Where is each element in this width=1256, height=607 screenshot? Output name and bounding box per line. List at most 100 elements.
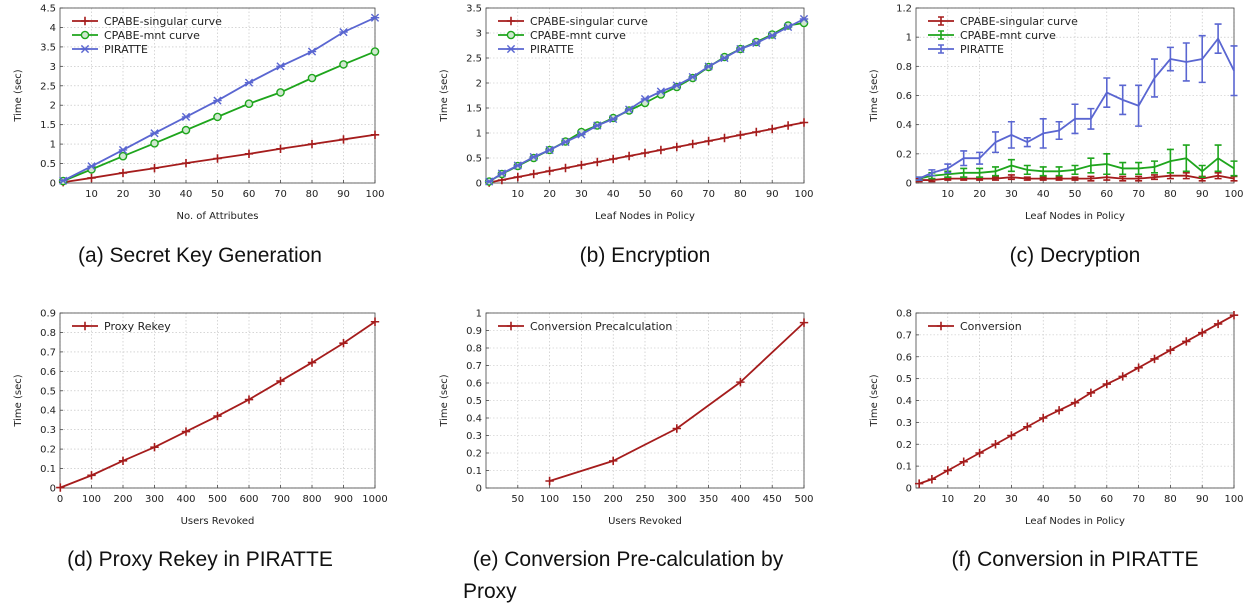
x-tick-label: 70: [1132, 494, 1145, 505]
y-tick-label: 0.4: [896, 396, 912, 407]
x-tick-label: 50: [1069, 494, 1082, 505]
legend-label: PIRATTE: [960, 43, 1004, 56]
data-point: [1166, 346, 1174, 354]
y-tick-label: 2.5: [40, 81, 56, 92]
x-tick-label: 100: [540, 494, 559, 505]
data-point: [800, 118, 808, 126]
x-tick-label: 100: [1224, 494, 1243, 505]
data-point: [1007, 431, 1015, 439]
error-bar: [1024, 138, 1031, 147]
data-point: [214, 113, 221, 120]
y-tick-label: 0.7: [40, 347, 56, 358]
data-point: [960, 458, 968, 466]
data-point: [689, 140, 697, 148]
y-axis-label: Time (sec): [439, 69, 450, 122]
data-point: [545, 477, 553, 485]
y-tick-label: 2: [476, 79, 482, 90]
y-tick-label: 0.8: [896, 309, 912, 320]
y-tick-label: 0.3: [466, 431, 482, 442]
chart-e: 00.10.20.30.40.50.60.70.80.9150 100 150 200…: [439, 309, 814, 604]
y-axis-label: Time (sec): [13, 69, 24, 122]
x-axis-label: Leaf Nodes in Policy: [595, 211, 695, 222]
x-tick-label: 80: [306, 189, 319, 200]
x-tick-label: 200: [113, 494, 132, 505]
panel-caption: (c) Decryption: [1010, 244, 1141, 267]
x-tick-label: 100: [1224, 189, 1243, 200]
data-point: [657, 146, 665, 154]
y-tick-label: 0.6: [896, 352, 912, 363]
data-point: [1103, 380, 1111, 388]
data-point: [1182, 337, 1190, 345]
data-point: [514, 173, 522, 181]
x-axis-label: No. of Attributes: [177, 211, 259, 222]
y-tick-label: 0.4: [40, 406, 56, 417]
data-point: [720, 134, 728, 142]
x-tick-label: 40: [607, 189, 620, 200]
x-tick-label: 60: [243, 189, 256, 200]
y-tick-label: 0.7: [896, 330, 912, 341]
data-point: [371, 131, 379, 139]
x-axis-label: Users Revoked: [608, 516, 682, 527]
y-tick-label: 0.6: [40, 367, 56, 378]
x-tick-label: 40: [1037, 494, 1050, 505]
error-bar: [1215, 24, 1222, 53]
chart-d: 00.10.20.30.40.50.60.70.80.90 100 200 300 40…: [13, 309, 388, 572]
x-tick-label: 1000: [362, 494, 387, 505]
y-tick-label: 0: [50, 179, 56, 190]
legend-marker: [81, 322, 89, 330]
error-bar: [1008, 122, 1015, 148]
data-point: [276, 145, 284, 153]
data-point: [736, 131, 744, 139]
data-point: [339, 135, 347, 143]
y-tick-label: 0.1: [466, 466, 482, 477]
x-tick-label: 300: [667, 494, 686, 505]
y-tick-label: 0.5: [466, 154, 482, 165]
data-point: [119, 169, 127, 177]
data-point: [609, 155, 617, 163]
x-tick-label: 30: [148, 189, 161, 200]
chart-f: 00.10.20.30.40.50.60.70.810 20 30 40 50 60 70 8…: [869, 309, 1244, 572]
data-point: [1023, 423, 1031, 431]
x-tick-label: 80: [734, 189, 747, 200]
y-tick-label: 2.5: [466, 54, 482, 65]
data-point: [276, 377, 284, 385]
y-tick-label: 1.5: [40, 120, 56, 131]
x-tick-label: 350: [699, 494, 718, 505]
x-tick-label: 90: [1196, 189, 1209, 200]
x-tick-label: 20: [973, 189, 986, 200]
x-tick-label: 800: [302, 494, 321, 505]
y-tick-label: 0.9: [466, 326, 482, 337]
data-point: [213, 154, 221, 162]
x-tick-label: 500: [208, 494, 227, 505]
y-tick-label: 0.2: [896, 149, 912, 160]
legend-label: CPABE-singular curve: [530, 15, 648, 28]
error-bar: [992, 132, 999, 152]
legend-label: CPABE-singular curve: [960, 15, 1078, 28]
error-bar: [1103, 78, 1110, 107]
data-point: [1198, 328, 1206, 336]
legend-label: CPABE-mnt curve: [104, 29, 200, 42]
data-point: [87, 174, 95, 182]
data-point: [641, 149, 649, 157]
y-tick-label: 0.2: [896, 440, 912, 451]
data-point: [784, 121, 792, 129]
data-point: [609, 457, 617, 465]
data-point: [182, 159, 190, 167]
data-point: [1055, 406, 1063, 414]
y-tick-label: 0.9: [40, 309, 56, 320]
x-tick-label: 100: [365, 189, 384, 200]
x-tick-label: 70: [1132, 189, 1145, 200]
chart-a: 00.511.522.533.544.510 20 30 40 50 60 70 80 90 10…: [13, 4, 385, 268]
data-point: [371, 48, 378, 55]
y-axis-label: Time (sec): [869, 69, 880, 122]
data-point: [182, 427, 190, 435]
y-axis-label: Time (sec): [13, 374, 24, 427]
x-tick-label: 0: [57, 494, 63, 505]
legend-marker: [507, 31, 514, 38]
y-tick-label: 0.5: [466, 396, 482, 407]
x-tick-label: 50: [639, 189, 652, 200]
legend-label: CPABE-singular curve: [104, 15, 222, 28]
data-point: [340, 61, 347, 68]
data-point: [944, 466, 952, 474]
x-tick-label: 20: [117, 189, 130, 200]
